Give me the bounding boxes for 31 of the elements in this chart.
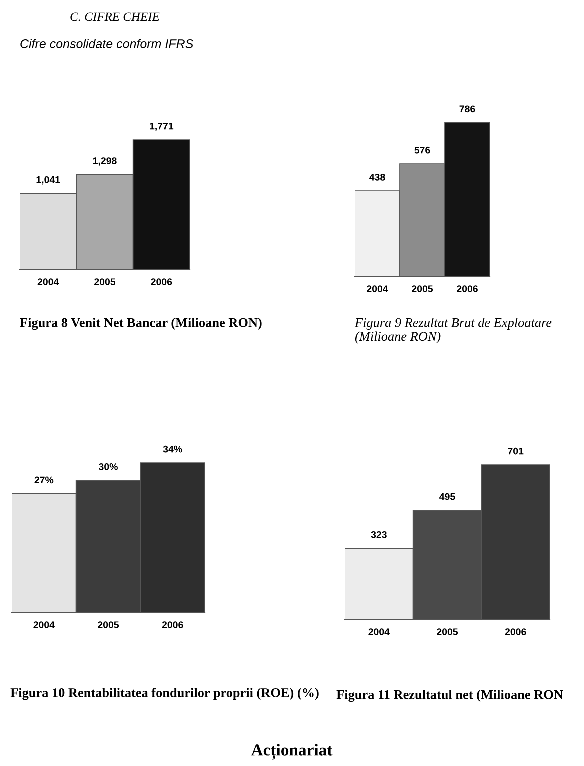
data-label: 576 <box>414 146 430 154</box>
data-label: 323 <box>371 531 387 538</box>
data-label: 786 <box>460 106 476 113</box>
text: Figura 11 Rezultatul net (Milioane RON <box>336 690 564 702</box>
text: Acționariat <box>251 744 333 760</box>
x-tick-label: 2005 <box>94 278 116 286</box>
x-tick-label: 2004 <box>34 622 55 628</box>
x-tick-label: 2006 <box>151 278 172 286</box>
x-tick-label: 2006 <box>505 628 526 636</box>
x-tick-label: 2005 <box>437 628 458 636</box>
text: C. CIFRE CHEIE <box>70 12 160 22</box>
x-tick-label: 2004 <box>368 628 390 636</box>
data-label: 27% <box>34 476 54 484</box>
x-tick-label: 2004 <box>367 286 388 292</box>
data-label: 701 <box>508 448 524 455</box>
x-tick-label: 2006 <box>162 622 184 628</box>
data-label: 34% <box>163 446 182 453</box>
text: Figura 9 Rezultat Brut de Exploatare (Milioane RON) <box>354 318 552 344</box>
text: Figura 8 Venit Net Bancar (Milioane RON) <box>20 318 262 330</box>
data-label: 1,771 <box>150 122 174 132</box>
data-label: 1,041 <box>36 176 60 185</box>
x-tick-label: 2005 <box>98 622 120 628</box>
data-label: 1,298 <box>93 158 117 166</box>
text: Cifre consolidate conform IFRS <box>20 39 194 48</box>
x-tick-label: 2005 <box>412 286 434 292</box>
data-label: 30% <box>98 464 118 470</box>
x-tick-label: 2006 <box>457 286 478 292</box>
data-label: 495 <box>440 493 456 500</box>
text: Figura 10 Rentabilitatea fondurilor proprii (ROE) (%) <box>10 688 319 700</box>
data-label: 438 <box>370 174 386 181</box>
x-tick-label: 2004 <box>38 278 60 286</box>
